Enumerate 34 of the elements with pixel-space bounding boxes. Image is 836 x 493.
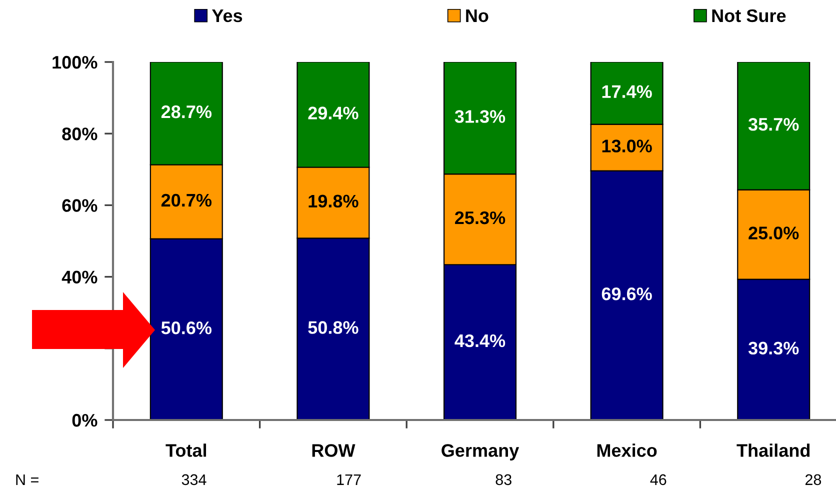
data-label: 19.8%	[308, 194, 358, 208]
text: N =	[16, 474, 38, 485]
data-label: 17.4%	[602, 85, 652, 98]
legend-label: No	[466, 10, 488, 22]
text: 28	[805, 474, 822, 486]
text: 177	[337, 474, 361, 485]
data-label: 50.8%	[308, 321, 358, 334]
data-label: 50.6%	[161, 321, 212, 334]
data-label: 20.7%	[161, 194, 212, 207]
y-tick-label: 100%	[52, 56, 98, 69]
x-tick-label: Germany	[442, 444, 520, 460]
data-label: 25.0%	[748, 226, 799, 240]
data-label: 43.4%	[454, 334, 506, 348]
x-tick-label: Thailand	[736, 444, 810, 457]
legend-label: Not Sure	[712, 9, 786, 22]
data-label: 28.7%	[161, 105, 212, 118]
data-label: 13.0%	[602, 140, 652, 152]
x-tick-label: Total	[166, 444, 206, 457]
data-label: 39.3%	[748, 342, 799, 355]
data-label: 69.6%	[602, 287, 652, 300]
x-tick-label: Mexico	[597, 444, 657, 457]
y-tick-label: 60%	[62, 199, 98, 212]
data-label: 25.3%	[455, 211, 506, 224]
text: 334	[182, 474, 206, 486]
data-label: 35.7%	[748, 118, 799, 131]
data-label: 29.4%	[308, 106, 358, 120]
data-label: 31.3%	[454, 110, 506, 123]
text: 83	[496, 474, 512, 486]
x-tick-label: ROW	[312, 444, 356, 457]
y-tick-label: 40%	[62, 270, 98, 284]
y-tick-label: 80%	[62, 128, 98, 140]
y-tick-label: 0%	[72, 414, 98, 427]
text: 46	[650, 474, 666, 486]
legend-label: Yes	[212, 10, 242, 22]
